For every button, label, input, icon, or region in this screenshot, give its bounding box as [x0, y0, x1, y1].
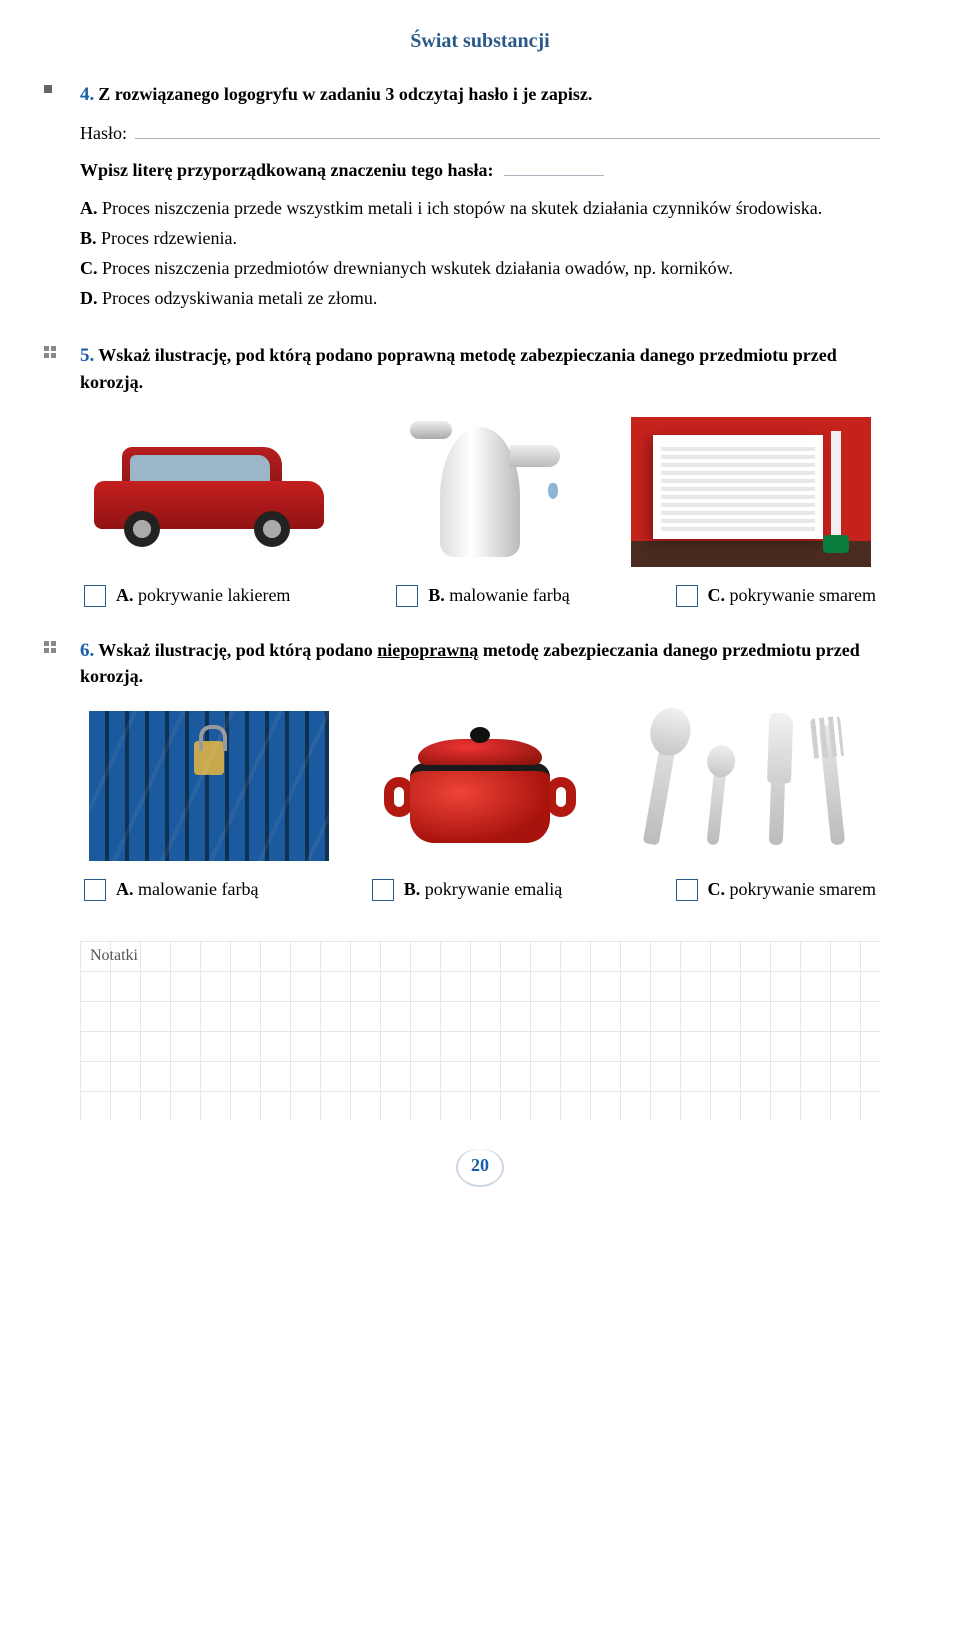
choice-letter: B.: [404, 879, 421, 899]
choice-text: pokrywanie smarem: [730, 585, 876, 605]
image-faucet: [351, 417, 608, 567]
haslo-row: Hasło:: [80, 119, 880, 144]
task-6-choices: A. malowanie farbą B. pokrywanie emalią …: [80, 879, 880, 901]
task-4-options: A. Proces niszczenia przede wszystkim me…: [80, 195, 880, 313]
difficulty-marker-icon: [44, 85, 58, 99]
task-4: 4. Z rozwiązanego logogryfu w zadaniu 3 …: [80, 81, 880, 312]
choice-c: C. pokrywanie smarem: [676, 585, 876, 607]
option-c: C. Proces niszczenia przedmiotów drewnia…: [80, 255, 880, 283]
option-text: Proces rdzewienia.: [101, 228, 237, 248]
option-d: D. Proces odzyskiwania metali ze złomu.: [80, 285, 880, 313]
chapter-title: Świat substancji: [80, 30, 880, 53]
choice-b: B. malowanie farbą: [396, 585, 569, 607]
checkbox[interactable]: [372, 879, 394, 901]
task-6-images: [80, 711, 880, 861]
option-text: Proces niszczenia przedmiotów drewnianyc…: [102, 258, 733, 278]
choice-letter: A.: [116, 585, 134, 605]
task-number: 4.: [80, 84, 94, 105]
choice-a: A. malowanie farbą: [84, 879, 258, 901]
task-text-pre: Wskaż ilustrację, pod którą podano: [98, 640, 377, 660]
choice-text: pokrywanie emalią: [425, 879, 562, 899]
option-letter: B.: [80, 228, 97, 248]
difficulty-marker-icon: [44, 641, 58, 655]
task-4-prompt: 4. Z rozwiązanego logogryfu w zadaniu 3 …: [80, 81, 880, 107]
task-number: 5.: [80, 345, 94, 366]
choice-letter: B.: [428, 585, 445, 605]
checkbox[interactable]: [84, 879, 106, 901]
image-radiator: [623, 417, 880, 567]
task-5: 5. Wskaż ilustrację, pod którą podano po…: [80, 342, 880, 606]
checkbox[interactable]: [676, 585, 698, 607]
haslo-input-line[interactable]: [135, 119, 880, 139]
notes-grid[interactable]: Notatki: [80, 941, 880, 1121]
option-text: Proces niszczenia przede wszystkim metal…: [102, 198, 822, 218]
checkbox[interactable]: [396, 585, 418, 607]
option-letter: D.: [80, 288, 98, 308]
wpisz-row: Wpisz literę przyporządkowaną znaczeniu …: [80, 160, 880, 181]
choice-text: pokrywanie smarem: [730, 879, 876, 899]
image-gate: [80, 711, 337, 861]
wpisz-label: Wpisz literę przyporządkowaną znaczeniu …: [80, 160, 493, 180]
page-number-wrap: 20: [80, 1149, 880, 1185]
checkbox[interactable]: [84, 585, 106, 607]
task-5-choices: A. pokrywanie lakierem B. malowanie farb…: [80, 585, 880, 607]
task-text: Wskaż ilustrację, pod którą podano popra…: [80, 345, 837, 391]
option-text: Proces odzyskiwania metali ze złomu.: [102, 288, 377, 308]
option-letter: A.: [80, 198, 98, 218]
letter-input-line[interactable]: [504, 175, 604, 176]
task-5-prompt: 5. Wskaż ilustrację, pod którą podano po…: [80, 342, 880, 394]
task-6-prompt: 6. Wskaż ilustrację, pod którą podano ni…: [80, 637, 880, 689]
image-cutlery: [623, 711, 880, 861]
task-text: Wskaż ilustrację, pod którą podano niepo…: [80, 640, 860, 686]
option-b: B. Proces rdzewienia.: [80, 225, 880, 253]
task-6: 6. Wskaż ilustrację, pod którą podano ni…: [80, 637, 880, 901]
choice-a: A. pokrywanie lakierem: [84, 585, 290, 607]
choice-c: C. pokrywanie smarem: [676, 879, 876, 901]
choice-b: B. pokrywanie emalią: [372, 879, 562, 901]
task-text-underlined: niepoprawną: [377, 640, 478, 660]
choice-text: malowanie farbą: [449, 585, 569, 605]
checkbox[interactable]: [676, 879, 698, 901]
difficulty-marker-icon: [44, 346, 58, 360]
option-letter: C.: [80, 258, 98, 278]
choice-letter: C.: [708, 879, 726, 899]
option-a: A. Proces niszczenia przede wszystkim me…: [80, 195, 880, 223]
choice-letter: C.: [708, 585, 726, 605]
choice-letter: A.: [116, 879, 134, 899]
notes-label: Notatki: [90, 947, 138, 965]
choice-text: malowanie farbą: [138, 879, 258, 899]
task-number: 6.: [80, 640, 94, 661]
image-car: [80, 417, 337, 567]
image-pot: [351, 711, 608, 861]
task-5-images: [80, 417, 880, 567]
task-text: Z rozwiązanego logogryfu w zadaniu 3 odc…: [98, 84, 592, 104]
page-number: 20: [458, 1149, 502, 1185]
haslo-label: Hasło:: [80, 123, 127, 144]
choice-text: pokrywanie lakierem: [138, 585, 290, 605]
